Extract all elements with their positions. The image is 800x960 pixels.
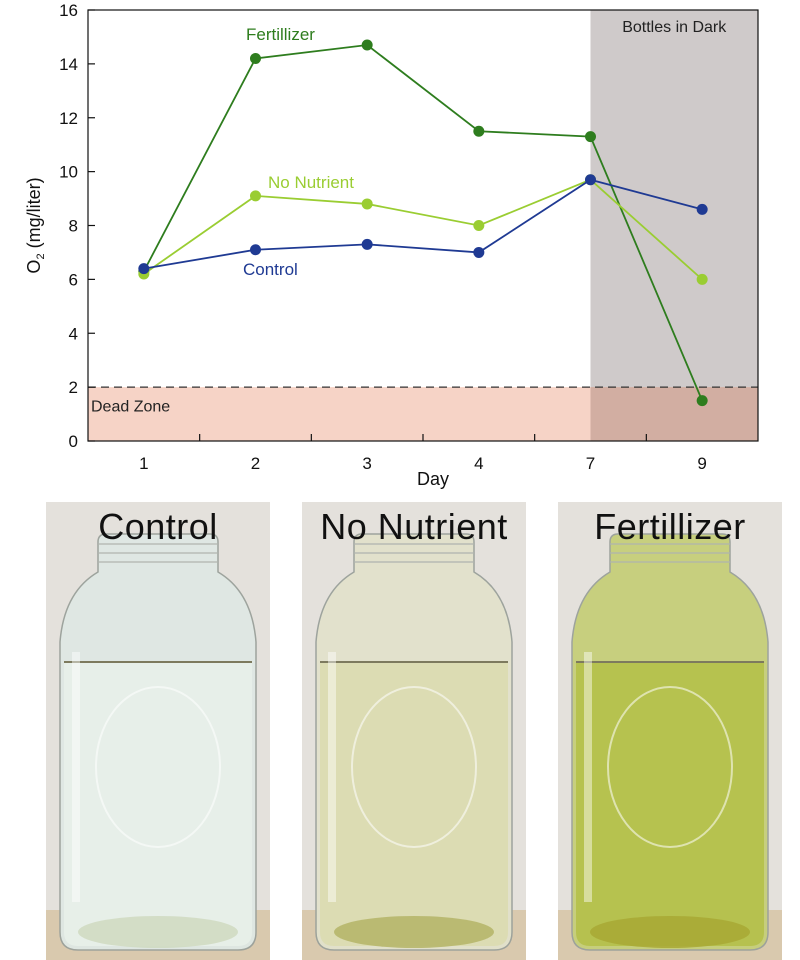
- jar-sediment: [334, 916, 494, 948]
- series-label: No Nutrient: [268, 173, 354, 192]
- photo-label-no-nutrient: No Nutrient: [320, 506, 508, 547]
- photo-no-nutrient: No Nutrient: [302, 502, 526, 960]
- jar-fertilizer-image: [558, 502, 782, 960]
- y-tick-label: 6: [69, 270, 78, 289]
- series-line-2: [143, 178, 703, 270]
- dead-zone-label: Dead Zone: [91, 398, 170, 415]
- data-point: [696, 203, 708, 215]
- chart-background: [88, 10, 758, 441]
- jar-emboss: [351, 686, 477, 848]
- dark-region: [590, 10, 758, 441]
- jar-no-nutrient-image: [302, 502, 526, 960]
- y-tick-label: 8: [69, 217, 78, 236]
- y-axis-label: O2 (mg/liter): [24, 177, 47, 273]
- photo-fertilizer: Fertillizer: [558, 502, 782, 960]
- x-tick-label: 2: [251, 454, 260, 473]
- data-point: [585, 131, 596, 143]
- data-point: [696, 395, 708, 407]
- x-tick-label: 4: [474, 454, 483, 473]
- series-label: Control: [243, 260, 298, 279]
- data-point: [473, 220, 485, 231]
- photo-label-fertilizer: Fertillizer: [594, 506, 746, 547]
- y-tick-label: 16: [59, 1, 78, 20]
- photo-label-control: Control: [98, 506, 218, 547]
- jar-water: [64, 662, 252, 946]
- dead-zone-dark-overlap: [590, 387, 758, 441]
- series-label: Fertillizer: [246, 25, 315, 44]
- jar-emboss: [607, 686, 733, 848]
- data-point: [138, 263, 150, 275]
- photo-control: Control: [46, 502, 270, 960]
- jar-emboss: [95, 686, 221, 848]
- data-point: [250, 52, 261, 64]
- data-point: [473, 125, 485, 137]
- x-tick-label: 9: [697, 454, 706, 473]
- data-point: [361, 238, 373, 250]
- x-tick-label: 7: [586, 454, 595, 473]
- y-tick-label: 14: [59, 55, 78, 74]
- data-point: [361, 198, 373, 210]
- labels: Dead Zone Bottles in Dark Fertillizer No Nu…: [91, 19, 727, 415]
- data-point: [250, 244, 261, 256]
- series: [138, 39, 708, 407]
- series-line-0: [143, 44, 703, 401]
- data-point: [250, 190, 261, 202]
- jar-sediment: [590, 916, 750, 948]
- jar-water: [576, 662, 764, 946]
- y-tick-label: 4: [69, 324, 78, 343]
- data-point: [361, 39, 373, 51]
- data-point: [696, 273, 708, 285]
- y-tick-label: 12: [59, 109, 78, 128]
- y-tick-label: 10: [59, 163, 78, 182]
- x-axis-label: Day: [417, 469, 449, 489]
- jar-highlight: [72, 652, 80, 902]
- x-tick-label: 1: [139, 454, 148, 473]
- series-line-1: [143, 178, 703, 281]
- y-tick-label: 0: [69, 432, 78, 451]
- data-point: [585, 174, 596, 186]
- jar-sediment: [78, 916, 238, 948]
- x-tick-label: 3: [362, 454, 371, 473]
- data-point: [473, 246, 485, 258]
- jar-highlight: [328, 652, 336, 902]
- dark-region-label: Bottles in Dark: [622, 19, 727, 36]
- jar-water: [320, 662, 508, 946]
- jar-highlight: [584, 652, 592, 902]
- y-tick-label: 2: [69, 378, 78, 397]
- jar-control-image: [46, 502, 270, 960]
